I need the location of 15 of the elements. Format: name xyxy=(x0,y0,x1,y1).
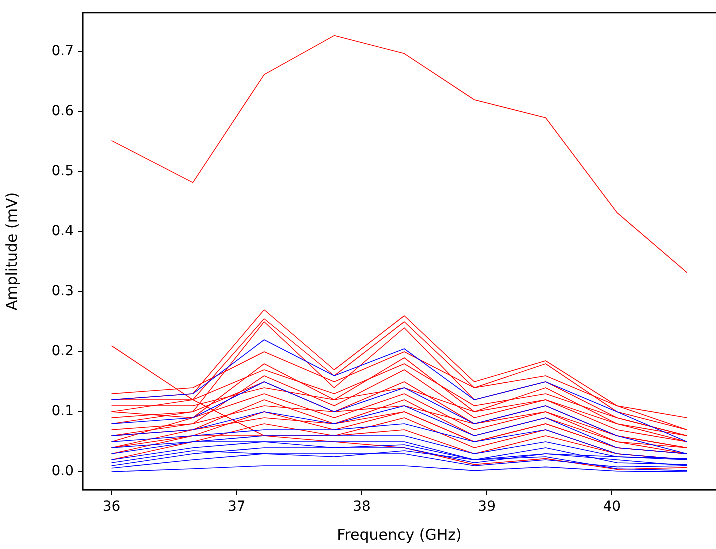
y-tick-label: 0.7 xyxy=(52,44,74,60)
y-tick-label: 0.4 xyxy=(52,224,74,240)
x-tick-label: 40 xyxy=(603,499,622,516)
x-tick-label: 38 xyxy=(353,499,371,516)
y-tick-label: 0.5 xyxy=(52,164,74,180)
y-tick-label: 0.6 xyxy=(52,104,74,120)
x-tick-label: 37 xyxy=(228,499,246,516)
y-tick-label: 0.2 xyxy=(52,344,74,360)
y-tick-label: 0.1 xyxy=(52,404,74,420)
x-tick-label: 39 xyxy=(478,499,496,516)
y-tick-label: 0.3 xyxy=(52,284,74,300)
x-axis-title: Frequency (GHz) xyxy=(337,526,462,544)
x-tick-label: 36 xyxy=(102,499,121,516)
y-tick-label: 0.0 xyxy=(52,464,74,480)
y-axis-title: Amplitude (mV) xyxy=(2,192,21,311)
